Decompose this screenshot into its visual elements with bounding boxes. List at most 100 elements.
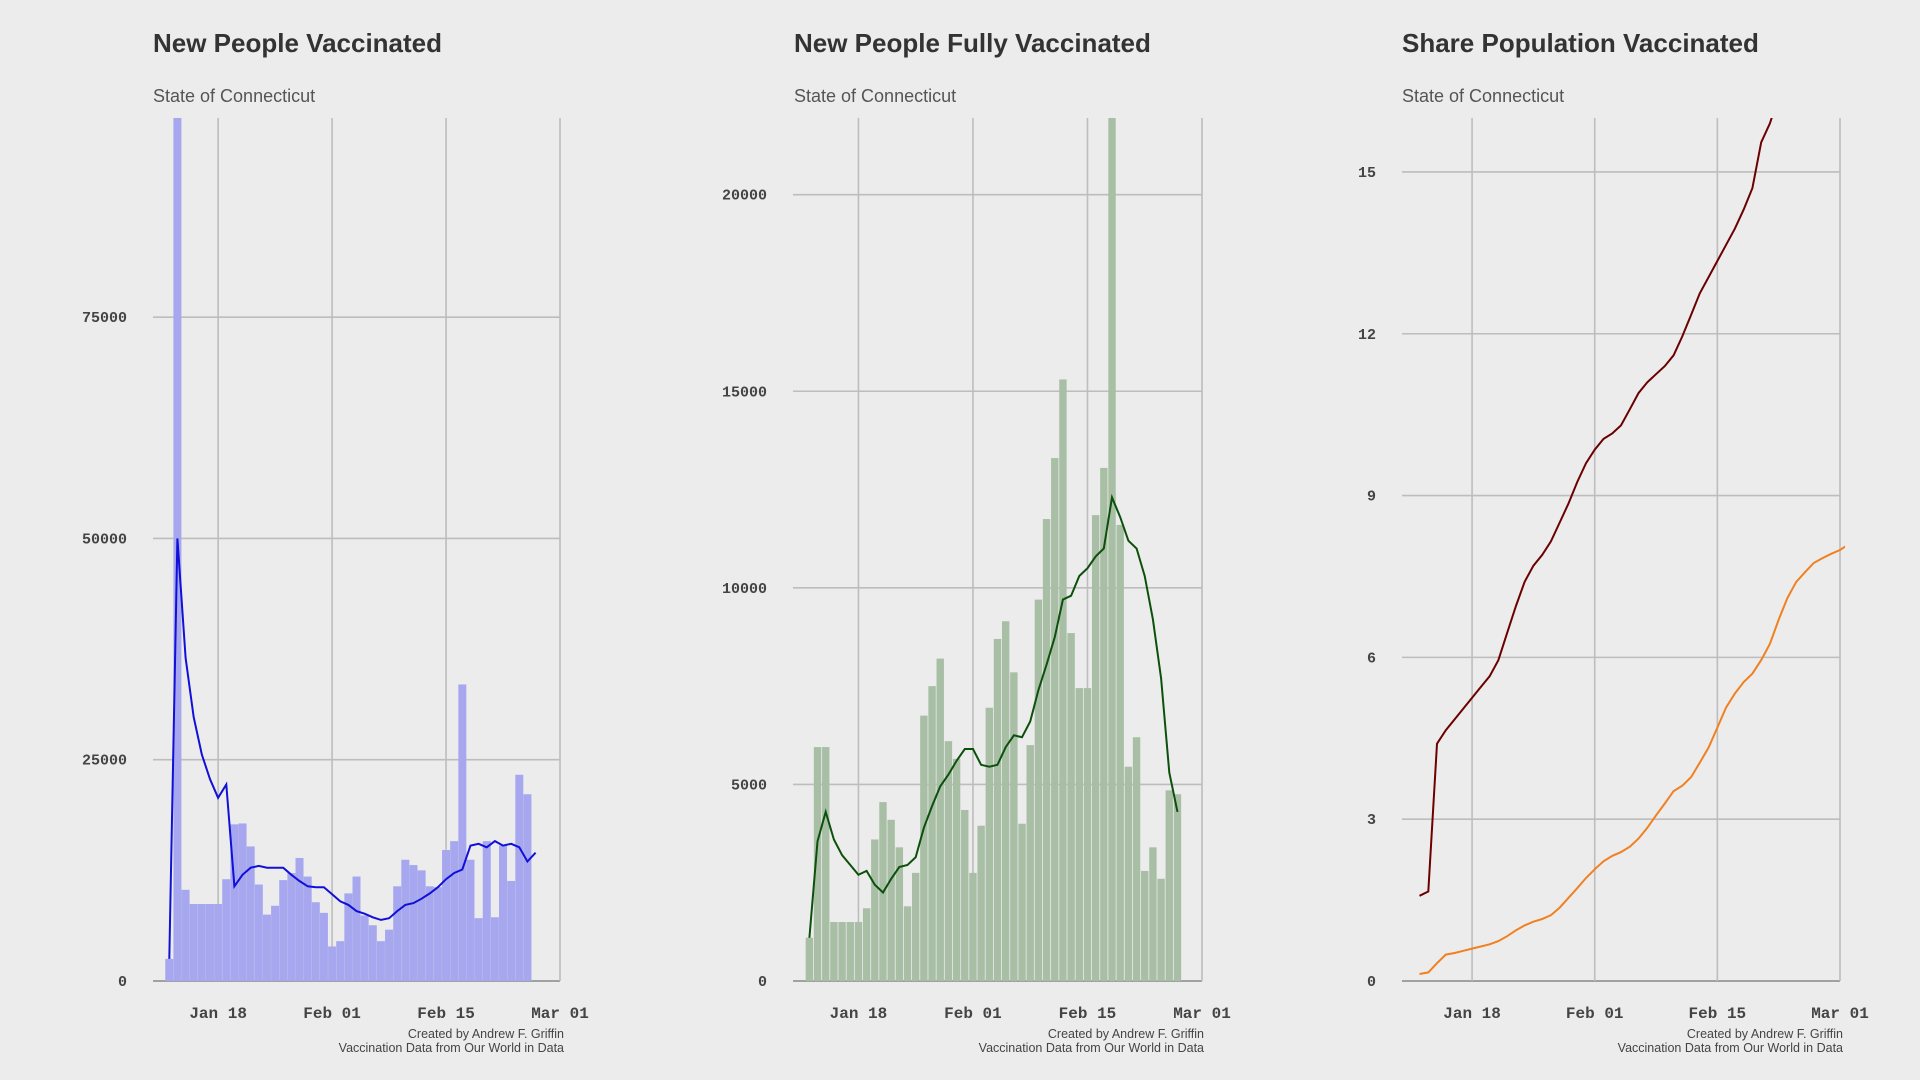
- bar: [1149, 847, 1157, 981]
- bar: [360, 915, 369, 981]
- bar: [515, 774, 524, 981]
- bar: [205, 903, 214, 981]
- bar: [1091, 515, 1100, 981]
- bar: [813, 747, 822, 981]
- bar: [838, 922, 846, 981]
- y-tick-label: 5000: [731, 777, 767, 794]
- caption-credit: Created by Andrew F. Griffin: [1047, 1027, 1204, 1041]
- y-tick-label: 0: [758, 974, 767, 991]
- bar: [1108, 118, 1116, 981]
- bar: [961, 809, 969, 981]
- bar: [214, 903, 223, 981]
- bar: [523, 794, 532, 981]
- bar: [466, 859, 475, 981]
- bar: [854, 922, 863, 981]
- chart-panel-share-vaccinated: Share Population Vaccinated State of Con…: [1280, 0, 1880, 1080]
- plot-area: [805, 118, 1182, 982]
- bar: [319, 912, 328, 981]
- bar: [376, 941, 385, 981]
- bar: [442, 850, 451, 981]
- bar: [944, 741, 953, 981]
- bar: [271, 905, 280, 981]
- bar: [1165, 790, 1173, 981]
- y-tick-label: 0: [118, 974, 127, 991]
- bar: [903, 906, 912, 981]
- bar: [1042, 519, 1051, 981]
- bar: [336, 941, 345, 981]
- y-tick-label: 25000: [82, 753, 127, 770]
- bar: [1034, 599, 1043, 981]
- bar: [1141, 870, 1149, 981]
- bar: [189, 903, 198, 981]
- bar: [458, 684, 467, 981]
- bar: [1083, 688, 1092, 981]
- bar: [1001, 621, 1010, 981]
- people-vaccinated-line: [1419, 118, 1773, 897]
- bar: [238, 823, 247, 981]
- bar: [928, 686, 936, 981]
- caption-source: Vaccination Data from Our World in Data: [978, 1041, 1204, 1055]
- y-tick-label: 3: [1367, 812, 1376, 829]
- x-tick-label: Mar 01: [531, 1005, 589, 1023]
- bar: [303, 876, 312, 981]
- bar: [805, 937, 814, 981]
- plot-area: [165, 118, 537, 981]
- bar: [887, 819, 895, 981]
- bar: [222, 879, 231, 981]
- bar: [1132, 737, 1141, 981]
- bar: [181, 889, 190, 981]
- chart-subtitle: State of Connecticut: [1402, 86, 1565, 106]
- x-tick-label: Jan 18: [830, 1005, 888, 1023]
- bar: [246, 846, 255, 981]
- caption-credit: Created by Andrew F. Griffin: [1686, 1027, 1843, 1041]
- bar: [1124, 766, 1133, 981]
- fully-vaccinated-chart: 0 5000 10000 15000 20000 Jan 18 Feb 01 Feb 15 Ma…: [722, 118, 1231, 1023]
- bar: [344, 893, 353, 981]
- chart-title: New People Vaccinated: [153, 28, 443, 58]
- bar: [1157, 878, 1165, 981]
- bar: [311, 902, 320, 981]
- bar: [822, 747, 830, 981]
- bar: [328, 946, 337, 981]
- bar: [279, 880, 288, 981]
- chart-subtitle: State of Connecticut: [153, 86, 316, 106]
- bar: [895, 847, 904, 981]
- bar: [871, 839, 879, 981]
- caption-source: Vaccination Data from Our World in Data: [1617, 1041, 1843, 1055]
- bar: [507, 880, 516, 981]
- bar: [368, 925, 377, 981]
- bar: [401, 859, 410, 981]
- y-tick-label: 12: [1358, 327, 1376, 344]
- bar: [1067, 633, 1075, 981]
- bar: [1173, 794, 1182, 981]
- new-vaccinated-chart: 0 25000 50000 75000 Jan 18 Feb 01 Feb 15 Mar 01: [82, 118, 589, 1023]
- y-tick-label: 15000: [722, 384, 767, 401]
- bar: [482, 841, 491, 981]
- y-tick-label: 6: [1367, 650, 1376, 667]
- chart-caption: Created by Andrew F. Griffin Vaccination…: [979, 1027, 1204, 1055]
- chart-subtitle: State of Connecticut: [794, 86, 957, 106]
- bar: [1026, 745, 1034, 981]
- caption-source: Vaccination Data from Our World in Data: [338, 1041, 564, 1055]
- plot-area: [1419, 118, 1845, 975]
- y-tick-label: 75000: [82, 310, 127, 327]
- bar: [1075, 688, 1083, 981]
- bar: [969, 872, 977, 981]
- bar: [1051, 458, 1059, 981]
- bar: [409, 865, 418, 981]
- x-tick-label: Feb 15: [1689, 1005, 1747, 1023]
- bar: [499, 845, 508, 981]
- y-tick-label: 15: [1358, 165, 1376, 182]
- bar: [952, 758, 961, 981]
- bar: [1059, 379, 1067, 981]
- bar: [295, 857, 304, 981]
- bar: [433, 887, 442, 981]
- chart-title: New People Fully Vaccinated: [794, 28, 1151, 58]
- bar: [385, 929, 394, 981]
- bar: [985, 707, 994, 981]
- x-tick-label: Jan 18: [1443, 1005, 1501, 1023]
- bar: [830, 922, 838, 981]
- x-tick-label: Feb 15: [1059, 1005, 1117, 1023]
- bar: [846, 922, 854, 981]
- bar: [417, 870, 426, 981]
